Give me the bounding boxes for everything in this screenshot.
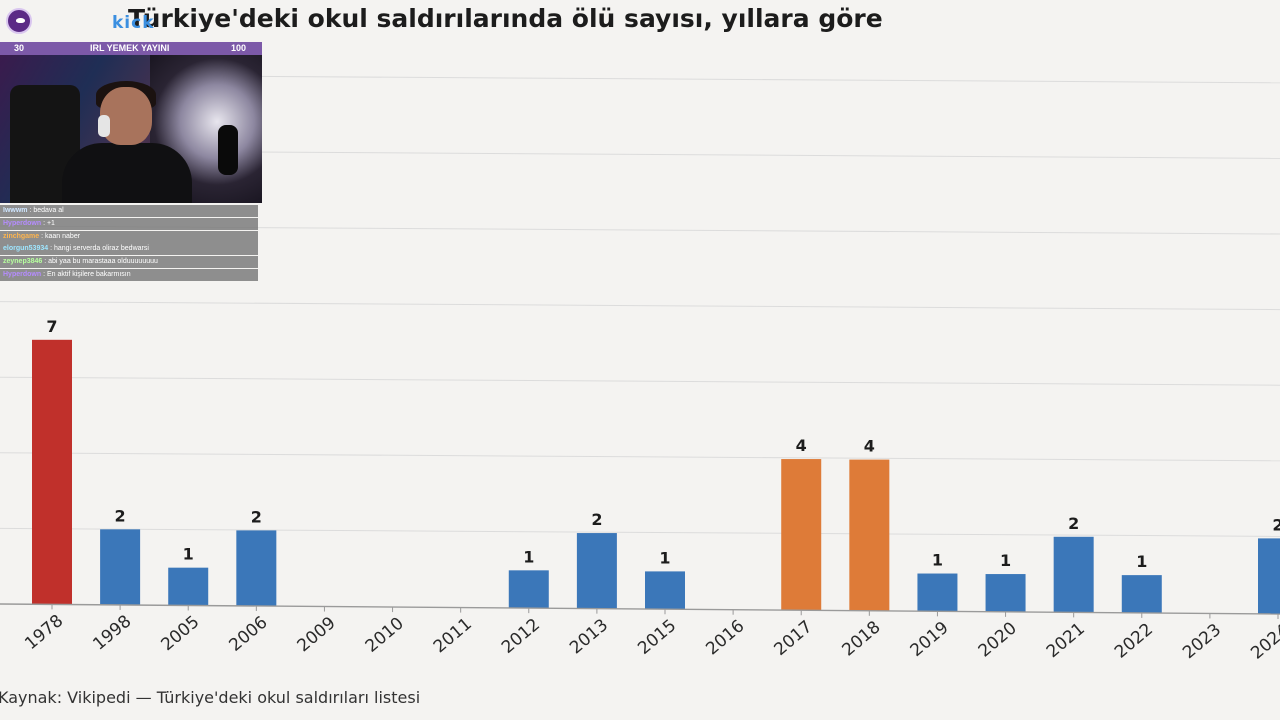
chat-message: elorgun53934 : hangi serverda oliraz bed… xyxy=(0,243,258,256)
chat-username: zinchgame xyxy=(3,232,40,240)
tick-label-2023: 2023 xyxy=(1179,620,1225,663)
bar-2019 xyxy=(917,573,958,612)
goal-title: IRL YEMEK YAYINI xyxy=(90,43,170,53)
brand-logo: kick xyxy=(112,13,155,33)
goal-left-value: 30 xyxy=(14,43,25,53)
bar-2015 xyxy=(645,571,685,610)
stream-goal-bar: 30 IRL YEMEK YAYINI 100 xyxy=(0,42,262,55)
chat-message: Hyperdown : +1 xyxy=(0,217,258,230)
chat-username: Hyperdown xyxy=(3,270,42,278)
value-label-2019: 1 xyxy=(932,551,943,570)
bar-2018 xyxy=(849,459,890,611)
chat-text: : +1 xyxy=(41,219,55,227)
chat-text: : abi yaa bu marastaaa olduuuuuuuu xyxy=(42,258,158,266)
tick-label-2009: 2009 xyxy=(294,613,340,656)
bar-2017 xyxy=(781,459,822,611)
bar-2006 xyxy=(236,530,277,607)
tick-label-2017: 2017 xyxy=(770,617,816,660)
bar-2005 xyxy=(168,567,209,606)
goal-right-value: 100 xyxy=(230,43,246,53)
tick-label-2011: 2011 xyxy=(430,614,476,657)
chat-username: Iwwwm xyxy=(3,207,28,214)
bar-2021 xyxy=(1053,536,1094,613)
bar-2020 xyxy=(985,574,1026,612)
chat-username: Hyperdown xyxy=(3,219,42,227)
tick-label-2024: 2024 xyxy=(1247,620,1280,663)
value-label-2022: 1 xyxy=(1136,552,1147,571)
chat-message: zeynep3846 : abi yaa bu marastaaa olduuu… xyxy=(0,256,258,269)
chat-message: zinchgame : kaan naber xyxy=(0,230,258,243)
chart-source: Kaynak: Vikipedi — Türkiye'deki okul sal… xyxy=(0,688,421,707)
tick-label-2019: 2019 xyxy=(907,618,953,661)
x-tick-labels: 1978 1998 2005 2006 2009 2010 2011 2012 2013 2015… xyxy=(21,604,1280,664)
value-label-2015: 1 xyxy=(659,548,670,567)
chat-username: zeynep3846 xyxy=(3,258,43,266)
tick-label-2020: 2020 xyxy=(975,618,1021,661)
bar-2024 xyxy=(1258,538,1280,614)
chat-text: : hangi serverda oliraz bedwarsi xyxy=(48,245,149,253)
value-label-2024: 2 xyxy=(1272,515,1280,534)
streamer-logo-icon xyxy=(6,8,32,34)
webcam-feed xyxy=(0,55,262,203)
value-label-2013: 2 xyxy=(591,510,602,529)
value-label-1978: 7 xyxy=(46,317,57,336)
value-label-1998: 2 xyxy=(115,506,126,525)
bar-1998 xyxy=(100,529,141,605)
gridline xyxy=(0,527,1280,537)
bars xyxy=(32,339,1280,614)
tick-label-2006: 2006 xyxy=(226,613,272,656)
bar-2013 xyxy=(576,533,617,609)
value-label-2017: 4 xyxy=(796,436,807,455)
tick-label-2013: 2013 xyxy=(566,615,612,658)
chat-username: elorgun53934 xyxy=(3,245,49,253)
chat-message: Iwwwm : bedava al xyxy=(0,205,258,217)
tick-label-1998: 1998 xyxy=(89,611,135,654)
tick-label-2018: 2018 xyxy=(839,617,885,660)
gridline xyxy=(0,452,1280,462)
tick-label-2022: 2022 xyxy=(1111,619,1157,662)
chart-title: Türkiye'deki okul saldırılarında ölü say… xyxy=(128,4,883,33)
chat-text: : En aktif kişilere bakarmısın xyxy=(41,270,131,278)
tick-label-2010: 2010 xyxy=(362,614,408,657)
value-label-2021: 2 xyxy=(1068,514,1079,533)
bar-2012 xyxy=(508,570,549,609)
tick-label-2016: 2016 xyxy=(702,616,748,659)
chat-text: : bedava al xyxy=(27,207,64,214)
chat-box: Iwwwm : bedava al Hyperdown : +1 zinchgame… xyxy=(0,205,258,282)
gridline xyxy=(0,301,1280,311)
value-label-2006: 2 xyxy=(251,507,262,526)
chat-message: Hyperdown : En aktif kişilere bakarmısın xyxy=(0,268,258,281)
stream-logo-area: kick xyxy=(0,0,262,42)
chat-text: : kaan naber xyxy=(39,232,81,240)
tick-label-2021: 2021 xyxy=(1043,619,1089,662)
value-label-2020: 1 xyxy=(1000,551,1011,570)
value-label-2018: 4 xyxy=(864,437,875,456)
bar-2022 xyxy=(1121,575,1162,613)
tick-label-1978: 1978 xyxy=(21,611,67,654)
x-axis-line xyxy=(0,603,1280,615)
bar-1978 xyxy=(32,339,72,605)
value-label-2005: 1 xyxy=(183,545,194,564)
tick-label-2012: 2012 xyxy=(498,615,544,658)
tick-label-2015: 2015 xyxy=(634,616,680,659)
value-label-2012: 1 xyxy=(523,547,534,566)
gridline xyxy=(0,376,1280,386)
value-labels: 7 2 1 2 1 2 1 4 4 1 1 2 1 2 xyxy=(46,317,1280,571)
tick-label-2005: 2005 xyxy=(157,612,203,655)
